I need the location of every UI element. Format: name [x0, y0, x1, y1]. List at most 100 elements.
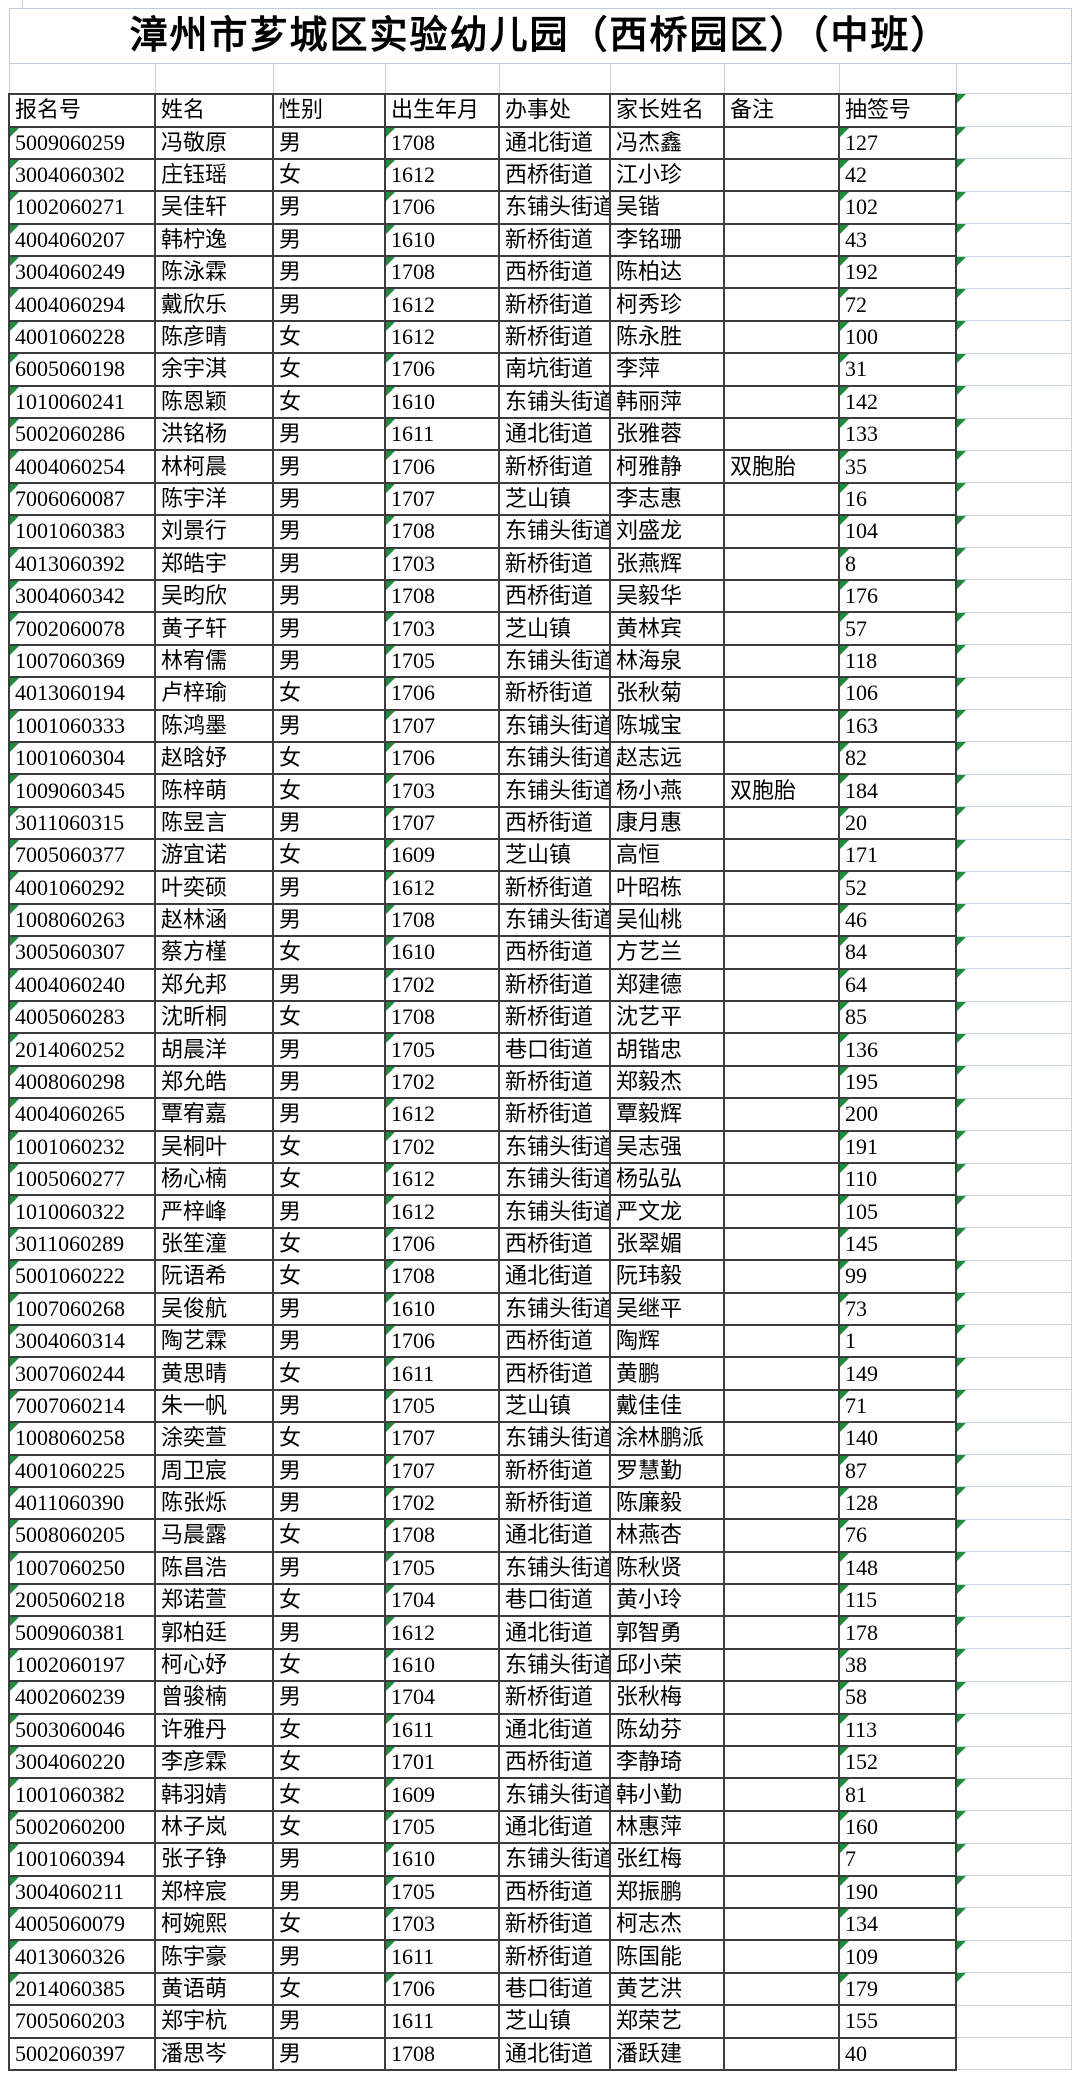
cell-gender[interactable]: 女 — [272, 1000, 386, 1035]
cell-birth-ym[interactable]: 1701 — [384, 1745, 500, 1780]
column-header-parent-name[interactable]: 家长姓名 — [609, 92, 725, 128]
cell-remark[interactable] — [723, 514, 840, 549]
cell-reg-no[interactable]: 1010060322 — [8, 1194, 156, 1229]
cell-remark[interactable] — [723, 481, 840, 517]
cell-reg-no[interactable]: 4004060294 — [8, 287, 156, 322]
cell-reg-no[interactable]: 3007060244 — [8, 1356, 156, 1391]
cell-name[interactable]: 赵晗妤 — [154, 740, 274, 776]
cell-reg-no[interactable]: 1009060345 — [8, 773, 156, 808]
cell-birth-ym[interactable]: 1612 — [384, 157, 500, 193]
empty-cell[interactable] — [956, 385, 1072, 419]
cell-office[interactable]: 西桥街道 — [498, 935, 611, 970]
empty-cell[interactable] — [956, 1389, 1072, 1423]
cell-office[interactable]: 新桥街道 — [498, 449, 611, 484]
cell-parent-name[interactable]: 吴继平 — [609, 1291, 725, 1326]
cell-birth-ym[interactable]: 1610 — [384, 1842, 500, 1877]
cell-parent-name[interactable]: 韩丽萍 — [609, 384, 725, 420]
cell-office[interactable]: 东铺头街道 — [498, 1194, 611, 1229]
cell-gender[interactable]: 男 — [272, 255, 386, 290]
empty-cell[interactable] — [956, 1713, 1072, 1747]
cell-gender[interactable]: 男 — [272, 578, 386, 614]
empty-cell[interactable] — [956, 1260, 1072, 1294]
cell-parent-name[interactable]: 郑荣艺 — [609, 2004, 725, 2039]
cell-remark[interactable] — [723, 1097, 840, 1132]
cell-gender[interactable]: 女 — [272, 1518, 386, 1553]
cell-birth-ym[interactable]: 1611 — [384, 2004, 500, 2039]
cell-gender[interactable]: 男 — [272, 222, 386, 258]
cell-office[interactable]: 东铺头街道 — [498, 1291, 611, 1326]
cell-gender[interactable]: 女 — [272, 157, 386, 193]
cell-lottery-no[interactable]: 99 — [838, 1259, 957, 1294]
cell-parent-name[interactable]: 严文龙 — [609, 1194, 725, 1229]
cell-office[interactable]: 芝山镇 — [498, 611, 611, 646]
cell-lottery-no[interactable]: 42 — [838, 157, 957, 193]
empty-cell[interactable] — [956, 63, 1072, 94]
cell-name[interactable]: 严梓峰 — [154, 1194, 274, 1229]
cell-parent-name[interactable]: 方艺兰 — [609, 935, 725, 970]
cell-lottery-no[interactable]: 171 — [838, 838, 957, 873]
cell-parent-name[interactable]: 林海泉 — [609, 643, 725, 679]
cell-lottery-no[interactable]: 152 — [838, 1745, 957, 1780]
cell-lottery-no[interactable]: 76 — [838, 1518, 957, 1553]
cell-parent-name[interactable]: 吴仙桃 — [609, 902, 725, 938]
empty-cell[interactable] — [956, 1940, 1072, 1974]
cell-parent-name[interactable]: 郭智勇 — [609, 1615, 725, 1650]
cell-birth-ym[interactable]: 1708 — [384, 1000, 500, 1035]
cell-reg-no[interactable]: 3011060315 — [8, 805, 156, 841]
cell-remark[interactable] — [723, 1226, 840, 1262]
cell-remark[interactable] — [723, 287, 840, 322]
cell-parent-name[interactable]: 邱小荣 — [609, 1647, 725, 1683]
cell-remark[interactable] — [723, 643, 840, 679]
cell-office[interactable]: 通北街道 — [498, 1712, 611, 1748]
cell-lottery-no[interactable]: 58 — [838, 1680, 957, 1715]
cell-lottery-no[interactable]: 1 — [838, 1323, 957, 1359]
cell-name[interactable]: 郑允皓 — [154, 1064, 274, 1100]
cell-gender[interactable]: 男 — [272, 611, 386, 646]
cell-parent-name[interactable]: 陈秋贤 — [609, 1550, 725, 1586]
cell-reg-no[interactable]: 5002060286 — [8, 417, 156, 452]
cell-gender[interactable]: 男 — [272, 1323, 386, 1359]
cell-name[interactable]: 郑宇杭 — [154, 2004, 274, 2039]
cell-name[interactable]: 曾骏楠 — [154, 1680, 274, 1715]
cell-lottery-no[interactable]: 136 — [838, 1032, 957, 1067]
cell-name[interactable]: 张子铮 — [154, 1842, 274, 1877]
cell-birth-ym[interactable]: 1706 — [384, 740, 500, 776]
cell-lottery-no[interactable]: 134 — [838, 1906, 957, 1942]
cell-name[interactable]: 林子岚 — [154, 1809, 274, 1845]
empty-cell[interactable] — [956, 612, 1072, 646]
cell-lottery-no[interactable]: 73 — [838, 1291, 957, 1326]
cell-office[interactable]: 新桥街道 — [498, 967, 611, 1003]
cell-birth-ym[interactable]: 1610 — [384, 1647, 500, 1683]
cell-reg-no[interactable]: 5002060397 — [8, 2036, 156, 2071]
cell-office[interactable]: 芝山镇 — [498, 2004, 611, 2039]
cell-reg-no[interactable]: 2014060252 — [8, 1032, 156, 1067]
cell-birth-ym[interactable]: 1610 — [384, 384, 500, 420]
cell-birth-ym[interactable]: 1611 — [384, 1712, 500, 1748]
cell-parent-name[interactable]: 黄鹏 — [609, 1356, 725, 1391]
cell-reg-no[interactable]: 5001060222 — [8, 1259, 156, 1294]
cell-name[interactable]: 张笙潼 — [154, 1226, 274, 1262]
cell-reg-no[interactable]: 1001060383 — [8, 514, 156, 549]
cell-office[interactable]: 通北街道 — [498, 2036, 611, 2071]
cell-lottery-no[interactable]: 184 — [838, 773, 957, 808]
cell-parent-name[interactable]: 李萍 — [609, 352, 725, 387]
empty-cell[interactable] — [499, 63, 611, 94]
cell-lottery-no[interactable]: 192 — [838, 255, 957, 290]
cell-lottery-no[interactable]: 195 — [838, 1064, 957, 1100]
cell-parent-name[interactable]: 杨弘弘 — [609, 1161, 725, 1197]
empty-cell[interactable] — [956, 515, 1072, 549]
cell-remark[interactable] — [723, 319, 840, 355]
cell-lottery-no[interactable]: 57 — [838, 611, 957, 646]
cell-remark[interactable] — [723, 1647, 840, 1683]
cell-reg-no[interactable]: 7006060087 — [8, 481, 156, 517]
cell-gender[interactable]: 男 — [272, 2004, 386, 2039]
cell-lottery-no[interactable]: 127 — [838, 125, 957, 160]
empty-cell[interactable] — [956, 903, 1072, 937]
cell-remark[interactable] — [723, 902, 840, 938]
cell-name[interactable]: 郑诺萱 — [154, 1583, 274, 1618]
cell-office[interactable]: 新桥街道 — [498, 1485, 611, 1521]
cell-parent-name[interactable]: 李静琦 — [609, 1745, 725, 1780]
cell-remark[interactable] — [723, 578, 840, 614]
cell-remark[interactable] — [723, 352, 840, 387]
cell-reg-no[interactable]: 4004060254 — [8, 449, 156, 484]
